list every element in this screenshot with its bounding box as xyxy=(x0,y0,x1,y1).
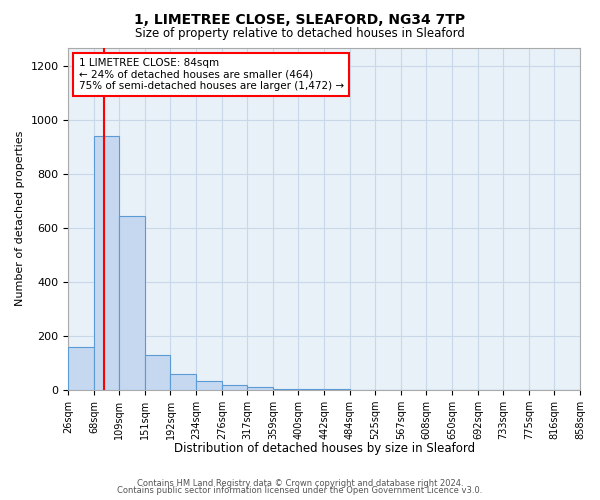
Bar xyxy=(222,385,247,390)
Bar xyxy=(196,381,222,390)
Bar xyxy=(170,374,196,390)
Bar xyxy=(298,389,324,390)
Text: Contains HM Land Registry data © Crown copyright and database right 2024.: Contains HM Land Registry data © Crown c… xyxy=(137,478,463,488)
Text: 1 LIMETREE CLOSE: 84sqm
← 24% of detached houses are smaller (464)
75% of semi-d: 1 LIMETREE CLOSE: 84sqm ← 24% of detache… xyxy=(79,58,344,91)
Bar xyxy=(68,347,94,390)
Bar xyxy=(119,216,145,390)
Bar xyxy=(145,355,170,390)
Text: Size of property relative to detached houses in Sleaford: Size of property relative to detached ho… xyxy=(135,28,465,40)
X-axis label: Distribution of detached houses by size in Sleaford: Distribution of detached houses by size … xyxy=(173,442,475,455)
Bar xyxy=(247,388,273,390)
Text: Contains public sector information licensed under the Open Government Licence v3: Contains public sector information licen… xyxy=(118,486,482,495)
Text: 1, LIMETREE CLOSE, SLEAFORD, NG34 7TP: 1, LIMETREE CLOSE, SLEAFORD, NG34 7TP xyxy=(134,12,466,26)
Bar xyxy=(94,136,119,390)
Y-axis label: Number of detached properties: Number of detached properties xyxy=(15,131,25,306)
Bar xyxy=(273,388,298,390)
